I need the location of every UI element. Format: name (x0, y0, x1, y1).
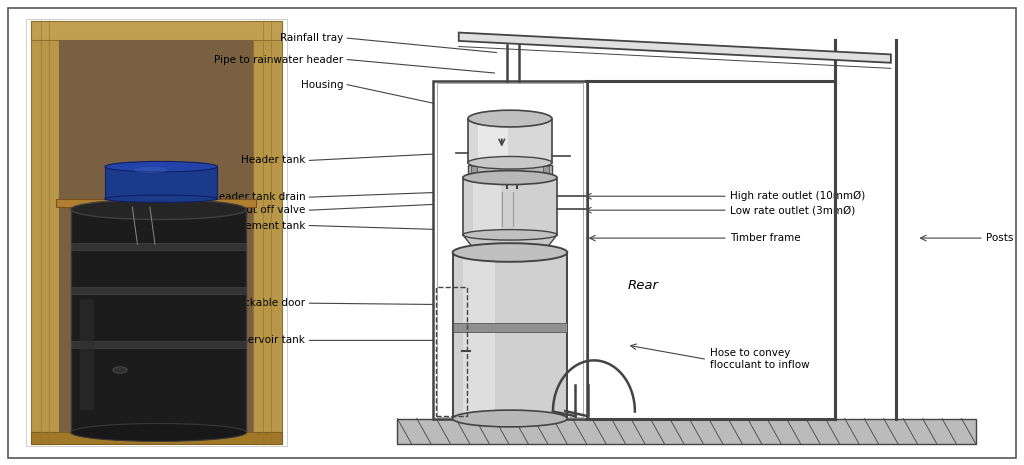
Ellipse shape (104, 195, 217, 202)
Ellipse shape (463, 230, 557, 240)
Bar (104, 166, 217, 199)
Ellipse shape (71, 199, 247, 219)
Ellipse shape (134, 167, 168, 173)
Text: High rate outlet (10mmØ): High rate outlet (10mmØ) (730, 191, 865, 201)
Polygon shape (463, 235, 557, 252)
Bar (543, 166, 549, 176)
Text: Lockable door: Lockable door (232, 298, 305, 308)
Bar (31, 432, 282, 444)
Text: Pipe to rainwater header: Pipe to rainwater header (214, 54, 343, 65)
Bar (478, 119, 508, 163)
Bar (31, 21, 59, 444)
Polygon shape (463, 178, 557, 235)
Bar (31, 21, 282, 40)
Bar (468, 165, 552, 178)
Text: Flocculant reservoir tank: Flocculant reservoir tank (175, 335, 305, 345)
Polygon shape (453, 252, 567, 418)
Text: Displacement tank: Displacement tank (207, 220, 305, 231)
Text: Housing: Housing (300, 80, 343, 90)
Text: Hose to convey
flocculant to inflow: Hose to convey flocculant to inflow (710, 348, 809, 370)
Bar (433, 81, 587, 419)
Text: Low rate outlet (3mmØ): Low rate outlet (3mmØ) (730, 205, 855, 215)
Bar (71, 287, 247, 294)
Text: Shut off valve: Shut off valve (232, 205, 305, 215)
Bar (80, 299, 93, 410)
Ellipse shape (463, 171, 557, 185)
Ellipse shape (468, 110, 552, 127)
Text: Rainfall tray: Rainfall tray (280, 33, 343, 43)
Bar (71, 341, 247, 348)
Bar (253, 21, 282, 444)
Bar (453, 323, 567, 332)
Bar (56, 199, 256, 207)
Bar (471, 166, 477, 176)
Polygon shape (468, 119, 552, 163)
Bar (463, 252, 495, 418)
Text: Header tank: Header tank (241, 155, 305, 166)
Ellipse shape (71, 424, 247, 441)
Ellipse shape (104, 161, 217, 172)
Text: Header tank drain: Header tank drain (211, 192, 305, 202)
Ellipse shape (477, 249, 543, 256)
Bar (71, 209, 247, 432)
Bar (26, 19, 287, 446)
Bar (59, 40, 253, 432)
Bar (71, 243, 247, 250)
Text: Timber frame: Timber frame (730, 233, 801, 243)
Bar (473, 178, 502, 235)
Polygon shape (459, 33, 891, 63)
Ellipse shape (453, 410, 567, 427)
Bar (437, 83, 583, 417)
Bar (31, 21, 282, 444)
Text: Rear: Rear (628, 279, 658, 292)
Ellipse shape (453, 243, 567, 262)
Bar (436, 287, 467, 416)
Ellipse shape (468, 156, 552, 169)
Text: Posts: Posts (986, 233, 1014, 243)
Bar (397, 418, 976, 444)
Circle shape (113, 367, 127, 373)
Text: Front: Front (481, 279, 516, 292)
